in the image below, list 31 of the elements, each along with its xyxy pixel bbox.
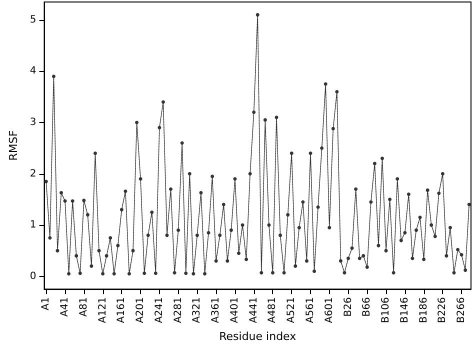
- x-tick-label: A521: [286, 297, 298, 324]
- x-tick-label: B106: [380, 297, 392, 324]
- y-tick-label: 4: [30, 66, 36, 77]
- x-tick-label: A41: [60, 297, 71, 317]
- x-tick-label: A601: [324, 297, 335, 324]
- x-tick-label: A361: [210, 297, 222, 324]
- x-tick-label: A121: [97, 297, 108, 324]
- y-tick-label: 5: [30, 14, 36, 26]
- x-tick-label: A481: [267, 297, 278, 324]
- x-axis-title: Residue index: [219, 330, 297, 343]
- x-tick-label: B186: [418, 297, 430, 324]
- x-tick-label: A201: [135, 297, 146, 324]
- x-tick-label: A161: [116, 297, 128, 324]
- y-tick-label: 0: [30, 270, 36, 282]
- x-tick-label: B146: [399, 297, 410, 324]
- y-axis-title: RMSF: [7, 130, 20, 161]
- x-tick-label: B226: [437, 297, 448, 324]
- x-tick-label: A561: [305, 297, 316, 324]
- x-tick-label: B66: [362, 297, 373, 317]
- y-tick-label: 2: [30, 168, 36, 180]
- x-tick-label: B26: [342, 297, 354, 317]
- x-tick-label: A321: [192, 297, 203, 324]
- x-tick-label: A401: [229, 297, 240, 324]
- y-tick-label: 3: [30, 117, 36, 128]
- x-tick-label: A281: [172, 297, 184, 324]
- y-tick-label: 1: [30, 220, 36, 231]
- x-tick-label: A441: [248, 297, 260, 324]
- x-tick-label: B266: [456, 297, 468, 324]
- x-tick-label: A241: [154, 297, 165, 324]
- x-tick-label: A81: [78, 297, 90, 317]
- x-tick-label: A1: [40, 297, 52, 310]
